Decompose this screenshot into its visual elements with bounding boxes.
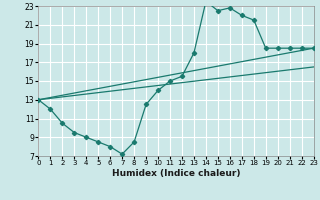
X-axis label: Humidex (Indice chaleur): Humidex (Indice chaleur) xyxy=(112,169,240,178)
